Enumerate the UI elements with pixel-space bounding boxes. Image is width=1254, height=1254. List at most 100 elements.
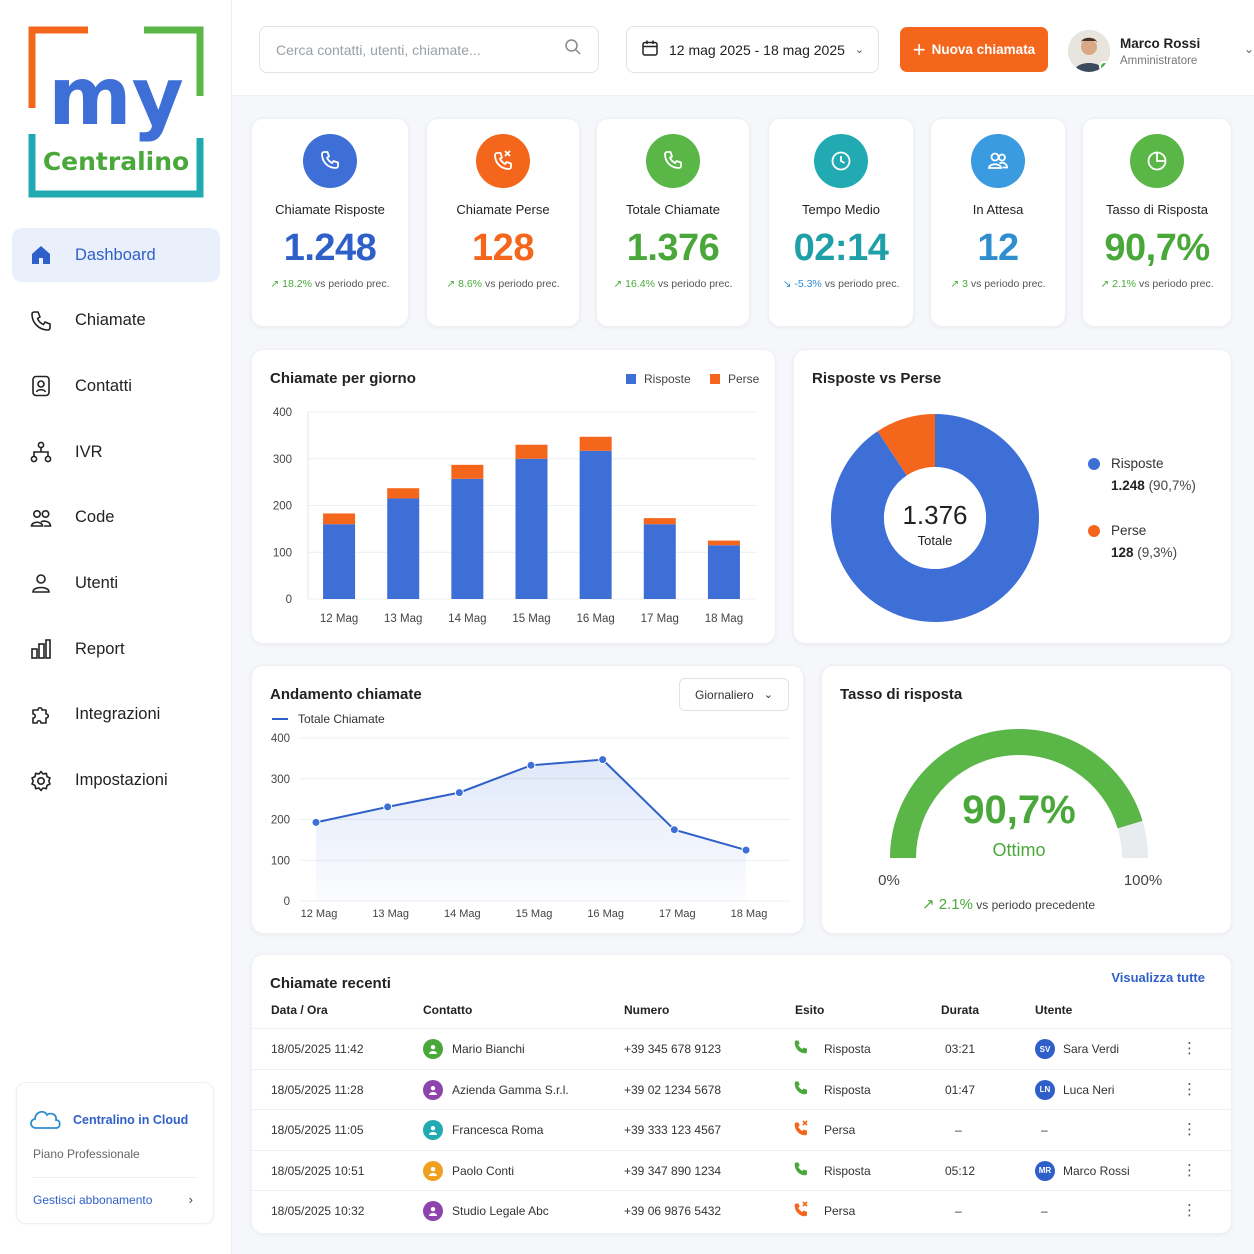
table-row[interactable]: 18/05/2025 11:28 Azienda Gamma S.r.l. +3… [252, 1068, 1231, 1109]
table-row[interactable]: 18/05/2025 10:51 Paolo Conti +39 347 890… [252, 1149, 1231, 1190]
legend-item-total: Totale Chiamate [272, 712, 385, 726]
user-name: Marco Rossi [1063, 1163, 1130, 1178]
x-tick-label: 14 Mag [444, 908, 481, 920]
sidebar-item-ivr[interactable]: IVR [12, 425, 220, 479]
search-input[interactable] [276, 41, 564, 58]
chevron-down-icon: ⌄ [763, 689, 773, 701]
search-box[interactable] [259, 26, 599, 73]
call-contact[interactable]: Paolo Conti [423, 1160, 514, 1181]
column-header[interactable]: Durata [941, 1003, 980, 1017]
missed-call-icon [793, 1120, 809, 1139]
view-all-link[interactable]: Visualizza tutte [1111, 970, 1205, 985]
kpi-card-4[interactable]: In Attesa 12 ↗ 3 vs periodo prec. [930, 118, 1066, 327]
legend-dot [1088, 525, 1100, 537]
call-contact[interactable]: Mario Bianchi [423, 1039, 525, 1059]
column-header[interactable]: Numero [624, 1003, 670, 1017]
legend-value: 128 (9,3%) [1111, 545, 1177, 560]
call-duration: 01:47 [945, 1082, 976, 1097]
sidebar-item-label: Code [75, 508, 115, 527]
bar-risposte [579, 450, 612, 599]
kpi-card-0[interactable]: Chiamate Risposte 1.248 ↗ 18.2% vs perio… [251, 118, 409, 327]
call-date: 18/05/2025 10:32 [271, 1204, 365, 1219]
topbar: 12 mag 2025 - 18 mag 2025 ⌄ + Nuova chia… [232, 0, 1254, 96]
bar-risposte [707, 545, 740, 599]
new-call-button[interactable]: + Nuova chiamata [900, 27, 1048, 72]
data-point [741, 845, 751, 855]
x-tick-label: 17 Mag [641, 613, 679, 625]
column-header[interactable]: Data / Ora [271, 1003, 328, 1017]
sidebar-item-label: Dashboard [75, 245, 156, 264]
sidebar-item-dashboard[interactable]: Dashboard [12, 228, 220, 282]
table-row[interactable]: 18/05/2025 10:32 Studio Legale Abc +39 0… [252, 1190, 1231, 1230]
y-tick-label: 100 [273, 547, 292, 559]
call-contact[interactable]: Studio Legale Abc [423, 1201, 549, 1222]
gear-icon [28, 768, 54, 794]
more-options-icon[interactable]: ⋮ [1182, 1121, 1197, 1139]
legend-value: 1.248 (90,7%) [1111, 478, 1196, 493]
more-options-icon[interactable]: ⋮ [1182, 1040, 1197, 1057]
kpi-card-3[interactable]: Tempo Medio 02:14 ↘ -5.3% vs periodo pre… [768, 118, 914, 327]
bar-perse [643, 518, 676, 525]
bar-chart-icon [28, 636, 54, 662]
trend-arrow-icon: ↘ [782, 278, 792, 290]
sidebar-item-chiamate[interactable]: Chiamate [12, 294, 220, 348]
search-icon[interactable] [564, 38, 582, 61]
kpi-card-2[interactable]: Totale Chiamate 1.376 ↗ 16.4% vs periodo… [596, 118, 750, 327]
sidebar-item-label: Chiamate [75, 311, 146, 330]
donut-slice-perse [877, 414, 935, 476]
user-name: – [1041, 1204, 1048, 1219]
y-tick-label: 300 [273, 454, 292, 466]
sidebar-item-impostazioni[interactable]: Impostazioni [12, 754, 220, 808]
period-dropdown[interactable]: Giornaliero ⌄ [679, 678, 789, 711]
bar-risposte [387, 498, 420, 599]
x-tick-label: 15 Mag [516, 908, 553, 920]
trend-arrow-icon: ↗ [613, 278, 623, 290]
data-point [383, 802, 393, 812]
line-chart: 0 100 200 300 400 12 Mag 13 Mag 14 Mag 15 Mag 16 … [271, 733, 790, 920]
x-tick-label: 16 Mag [587, 908, 624, 920]
column-header[interactable]: Utente [1035, 1003, 1073, 1017]
chevron-right-icon[interactable]: › [188, 1192, 193, 1207]
sidebar-item-report[interactable]: Report [12, 622, 220, 676]
contact-name: Studio Legale Abc [452, 1204, 549, 1219]
more-options-icon[interactable]: ⋮ [1182, 1202, 1197, 1220]
clock-icon [814, 134, 868, 188]
bar-chart: 0 100 200 300 400 12 Mag 13 Mag 14 Mag 15 Mag 16 … [273, 407, 757, 625]
kpi-delta-value: 16.4% [625, 278, 655, 290]
data-point [311, 817, 321, 827]
date-range-picker[interactable]: 12 mag 2025 - 18 mag 2025 ⌄ [626, 26, 879, 73]
avatar[interactable] [1068, 30, 1110, 72]
sidebar-item-code[interactable]: Code [12, 491, 220, 545]
contact-name: Mario Bianchi [452, 1042, 525, 1056]
kpi-delta-text: vs periodo prec. [824, 278, 900, 290]
table-row[interactable]: 18/05/2025 11:42 Mario Bianchi +39 345 6… [252, 1028, 1231, 1068]
online-status-dot [1099, 61, 1110, 72]
bar-perse [451, 464, 484, 479]
legend-item-perse: Perse [710, 372, 759, 386]
sidebar-item-contatti[interactable]: Contatti [12, 359, 220, 413]
kpi-delta: ↗ 16.4% vs periodo prec. [597, 278, 749, 290]
missed-call-icon [476, 134, 530, 188]
call-contact[interactable]: Azienda Gamma S.r.l. [423, 1079, 569, 1100]
logo-centralino-text: Centralino [43, 147, 189, 176]
app-logo[interactable]: my Centralino [28, 26, 204, 198]
user-menu[interactable]: Marco Rossi Amministratore ⌄ [1068, 28, 1254, 74]
column-header[interactable]: Contatto [423, 1003, 473, 1017]
cloud-icon [27, 1105, 63, 1134]
more-options-icon[interactable]: ⋮ [1182, 1080, 1197, 1098]
sidebar-item-utenti[interactable]: Utenti [12, 556, 220, 610]
call-contact[interactable]: Francesca Roma [423, 1120, 543, 1141]
column-header[interactable]: Esito [795, 1003, 825, 1017]
kpi-card-5[interactable]: Tasso di Risposta 90,7% ↗ 2.1% vs period… [1082, 118, 1232, 327]
user-name: Sara Verdi [1063, 1042, 1120, 1056]
x-tick-label: 14 Mag [448, 613, 486, 625]
area-fill [316, 759, 746, 901]
manage-subscription-link[interactable]: Gestisci abbonamento [33, 1193, 153, 1207]
sidebar-item-integrazioni[interactable]: Integrazioni [12, 688, 220, 742]
kpi-value: 12 [977, 227, 1019, 269]
kpi-card-1[interactable]: Chiamate Perse 128 ↗ 8.6% vs periodo pre… [426, 118, 580, 327]
more-options-icon[interactable]: ⋮ [1182, 1161, 1197, 1179]
call-user: MR Marco Rossi [1035, 1160, 1130, 1181]
table-row[interactable]: 18/05/2025 11:05 Francesca Roma +39 333 … [252, 1109, 1231, 1149]
chevron-down-icon[interactable]: ⌄ [1243, 42, 1254, 56]
